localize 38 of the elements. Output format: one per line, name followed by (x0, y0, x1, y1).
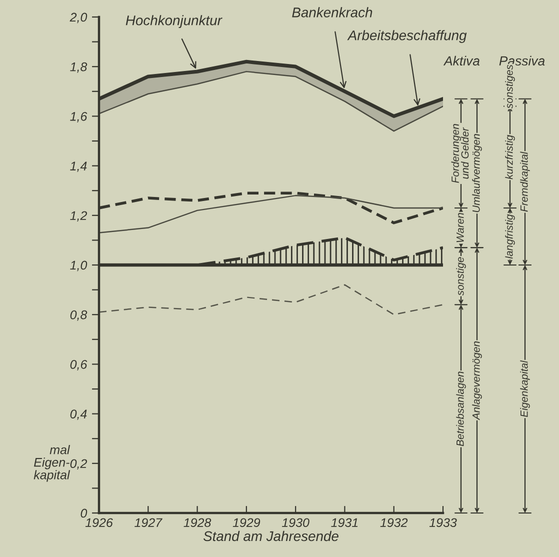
x-tick-label: 1933 (429, 518, 457, 528)
x-tick-label: 1927 (134, 518, 162, 528)
annotation: Bankenkrach (292, 7, 372, 18)
x-tick-label: 1929 (232, 518, 260, 528)
text: sonstige (456, 257, 466, 296)
text: Aktiva (443, 56, 480, 66)
y-tick-label: 1,6 (70, 112, 88, 122)
text: Waren (456, 213, 464, 242)
text: sonstiges (505, 64, 515, 109)
x-tick-label: 1932 (380, 518, 408, 528)
text: kurzfristig (505, 134, 515, 180)
y-tick-label: 2,0 (70, 12, 88, 24)
x-tick-label: 1928 (184, 518, 212, 528)
text: Forderungen und Gelder (451, 124, 469, 183)
x-axis-title: Stand am Jahresende (203, 530, 338, 542)
y-tick-label: 0,2 (70, 459, 88, 470)
y-tick-label: 1,8 (70, 62, 88, 73)
annotation: Hochkonjunktur (126, 15, 222, 28)
y-tick-label: 1,2 (70, 211, 88, 222)
y-tick-label: 0,8 (70, 310, 88, 321)
text: langfristig (505, 214, 515, 259)
annotation: Arbeitsbeschaffung (347, 30, 467, 44)
text: Fremdkapital (520, 152, 530, 212)
line-series (99, 284, 443, 316)
text: Umlaufvermögen (472, 134, 482, 212)
text: Eigenkapital (520, 360, 530, 418)
x-tick-label: 1926 (85, 518, 113, 528)
y-axis-title: mal Eigen- kapital (34, 445, 70, 482)
y-tick-label: 0,4 (70, 410, 87, 420)
y-tick-label: 0 (80, 508, 88, 518)
x-tick-label: 1930 (282, 518, 310, 528)
text: Anlagevermögen (472, 341, 482, 420)
y-tick-label: 1,0 (70, 260, 88, 272)
text: Betriebsanlagen (456, 372, 466, 446)
y-tick-label: 1,4 (70, 162, 87, 172)
y-tick-label: 0,6 (70, 360, 88, 370)
x-tick-label: 1931 (331, 518, 358, 528)
line-series (99, 194, 443, 234)
